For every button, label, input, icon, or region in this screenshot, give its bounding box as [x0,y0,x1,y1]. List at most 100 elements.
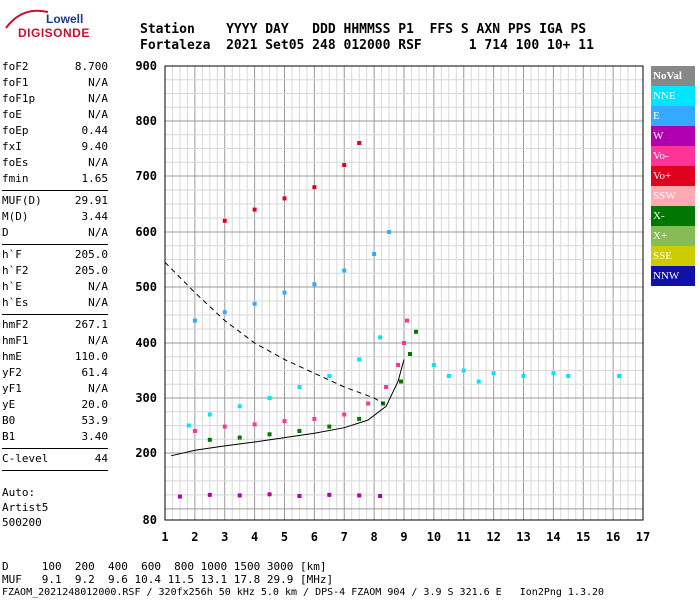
digisonde-logo: Lowell DIGISONDE [4,6,124,46]
param-name: h`F2 [2,264,29,277]
x-tick-label: 15 [576,530,590,544]
data-point [521,374,526,378]
param-value: 9.40 [81,140,109,153]
param-row: yF1 N/A [2,382,108,398]
param-name: foEs [2,156,29,169]
legend-item: E [651,106,695,126]
legend-item: NNW [651,266,695,286]
param-name: yF2 [2,366,22,379]
param-name: B0 [2,414,16,427]
param-value: 44 [94,452,108,465]
param-row: hmF2 267.1 [2,318,108,334]
legend-item: NNE [651,86,695,106]
data-point [186,423,191,428]
y-tick-label: 400 [135,336,157,350]
param-name: hmF2 [2,318,29,331]
param-row: foF1p N/A [2,92,108,108]
y-tick-label: 200 [135,446,157,460]
param-name: foF1 [2,76,29,89]
param-name: D [2,226,9,239]
data-point [282,419,287,424]
param-value: 8.700 [74,60,108,73]
param-name: hmE [2,350,22,363]
data-point [327,374,332,378]
data-point [384,385,389,389]
footer-muf: MUF 9.1 9.2 9.6 10.4 11.5 13.1 17.8 29.9… [2,573,334,586]
data-point [192,429,197,433]
param-row: fxI 9.40 [2,140,108,156]
direction-legend: NoVal NNE E W Vo- Vo+ SSW X- X+ SSE NNW [651,66,695,286]
x-tick-label: 1 [161,530,168,544]
x-tick-label: 10 [427,530,441,544]
param-row: foF2 8.700 [2,60,108,76]
legend-item: W [651,126,695,146]
data-point [207,492,212,497]
footer-distance: D 100 200 400 600 800 1000 1500 3000 [km… [2,560,327,573]
x-tick-label: 9 [400,530,407,544]
data-point [342,412,347,417]
data-point [282,290,287,295]
y-tick-label: 800 [135,114,157,128]
footer-file-info: FZAOM_2021248012000.RSF / 320fx256h 50 k… [2,587,605,598]
param-value: 205.0 [74,264,108,277]
data-point [551,371,556,376]
param-name: h`Es [2,296,29,309]
x-tick-label: 13 [516,530,530,544]
data-point [297,493,302,498]
param-value: N/A [88,92,108,105]
param-value: 205.0 [74,248,108,261]
param-name: yF1 [2,382,22,395]
auto-label: Auto: [2,486,36,499]
plot-frame [164,65,644,521]
param-row: foE N/A [2,108,108,124]
data-point [192,318,197,323]
param-row: foEp 0.44 [2,124,108,140]
x-tick-label: 16 [606,530,620,544]
data-point [237,435,242,440]
param-value: N/A [88,296,108,309]
legend-item: SSW [651,186,695,206]
param-name: hmF1 [2,334,29,347]
param-separator [2,314,108,315]
data-point [399,379,404,384]
x-tick-label: 14 [546,530,560,544]
data-point [207,437,212,442]
y-tick-label: 600 [135,225,157,239]
x-tick-label: 4 [251,530,258,544]
param-row: h`F2 205.0 [2,264,108,280]
param-value: N/A [88,382,108,395]
data-point [222,218,227,223]
data-point [378,493,383,498]
data-point [476,379,481,384]
param-row: h`Es N/A [2,296,108,312]
param-name: fxI [2,140,22,153]
x-tick-label: 11 [457,530,471,544]
y-tick-label: 500 [135,280,157,294]
auto-version: 500200 [2,516,42,529]
param-value: 53.9 [81,414,109,427]
virtual-height-trace-line [170,359,405,457]
data-point [312,282,317,287]
param-name: C-level [2,452,49,465]
data-point [222,310,227,315]
data-point [327,492,332,497]
param-row: h`E N/A [2,280,108,296]
legend-item: NoVal [651,66,695,86]
legend-item: Vo- [651,146,695,166]
data-point [237,404,242,409]
param-name: fmin [2,172,29,185]
data-point [378,335,383,340]
data-point [297,385,302,389]
header-values: Fortaleza 2021 Set05 248 012000 RSF 1 71… [140,38,594,53]
legend-item: X- [651,206,695,226]
param-name: M(D) [2,210,29,223]
data-point [396,363,401,367]
x-tick-label: 12 [486,530,500,544]
param-row: yE 20.0 [2,398,108,414]
param-name: yE [2,398,16,411]
density-profile-dashed-line [164,261,384,404]
data-point [297,429,302,433]
param-value: 3.44 [81,210,109,223]
y-tick-label: 300 [135,391,157,405]
data-point [252,422,257,427]
